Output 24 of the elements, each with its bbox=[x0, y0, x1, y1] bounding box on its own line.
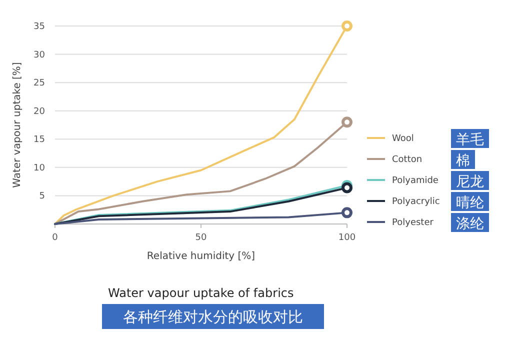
text: 尼龙 bbox=[456, 174, 484, 190]
text: Water vapour uptake of fabrics bbox=[108, 286, 294, 300]
text: 棉 bbox=[456, 153, 470, 169]
y-tick-label: 35 bbox=[34, 22, 45, 32]
legend-label: Polyamide bbox=[392, 176, 439, 186]
y-tick-label: 30 bbox=[34, 50, 46, 60]
y-axis-title: Water vapour uptake [%] bbox=[12, 62, 23, 188]
x-tick-label: 100 bbox=[338, 233, 356, 243]
y-tick-label: 10 bbox=[34, 163, 46, 174]
legend-label: Polyester bbox=[392, 218, 434, 228]
legend-label: Polyacrylic bbox=[392, 197, 440, 207]
x-tick-label: 50 bbox=[195, 233, 207, 243]
y-tick-label: 20 bbox=[34, 106, 46, 117]
y-tick-label: 15 bbox=[34, 135, 45, 146]
y-tick-label: 25 bbox=[34, 78, 45, 89]
x-axis-title: Relative humidity [%] bbox=[146, 251, 256, 262]
legend-label: Wool bbox=[392, 134, 414, 144]
y-tick-label: 5 bbox=[39, 192, 45, 202]
text: 涤纶 bbox=[456, 216, 484, 232]
x-tick-label: 0 bbox=[52, 233, 58, 243]
text: 各种纤维对水分的吸收对比 bbox=[123, 308, 303, 326]
text: 晴纶 bbox=[456, 195, 484, 211]
text: 羊毛 bbox=[456, 132, 484, 148]
legend-label: Cotton bbox=[392, 155, 422, 165]
